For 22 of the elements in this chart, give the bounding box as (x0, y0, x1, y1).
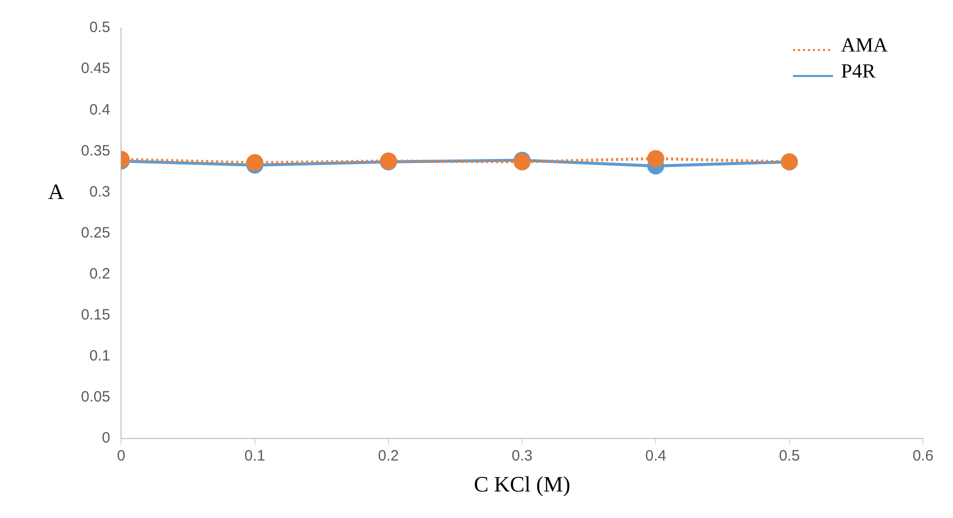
y-tick-label: 0.2 (89, 266, 110, 282)
y-tick-label: 0 (102, 430, 110, 447)
x-tick-label: 0 (117, 448, 126, 465)
y-tick-label: 0.35 (80, 142, 110, 160)
legend-label: P4R (841, 60, 876, 82)
y-tick-label: 0.45 (80, 60, 110, 78)
y-axis-title: A (48, 179, 64, 204)
y-tick-label: 0.15 (80, 306, 110, 324)
y-tick-label: 0.1 (89, 348, 110, 365)
y-tick-label: 0.4 (89, 101, 110, 118)
y-tick-label: 0.05 (80, 388, 110, 406)
x-tick-label: 0.3 (512, 448, 533, 465)
x-tick-label: 0.2 (378, 448, 399, 465)
x-tick-label: 0.4 (645, 448, 666, 465)
y-tick-label: 0.3 (89, 183, 110, 200)
x-tick-label: 0.6 (912, 448, 934, 465)
y-tick-label: 0.5 (89, 19, 110, 36)
legend-label: AMA (841, 34, 888, 56)
y-tick-label: 0.25 (80, 224, 110, 242)
x-axis-title: C KCl (M) (474, 472, 570, 497)
x-tick-label: 0.1 (244, 448, 266, 465)
x-tick-label: 0.5 (778, 448, 800, 465)
